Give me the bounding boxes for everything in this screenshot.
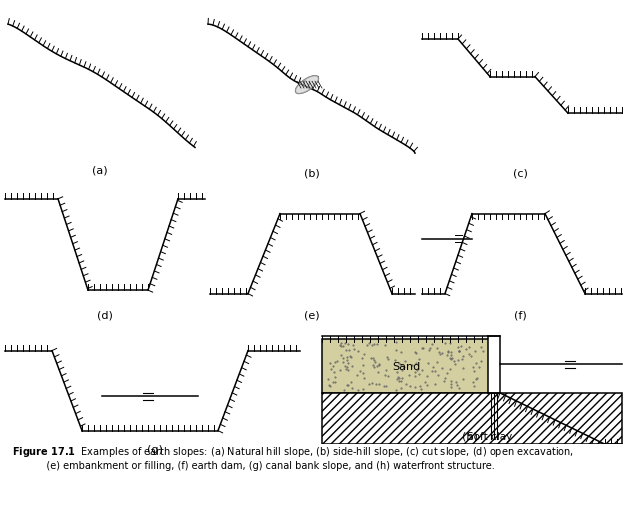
- Text: (c): (c): [512, 169, 527, 179]
- Text: Sand: Sand: [392, 362, 420, 371]
- Text: (a): (a): [92, 165, 108, 175]
- Text: (h): (h): [462, 431, 478, 441]
- Polygon shape: [488, 336, 500, 393]
- Text: Soft clay: Soft clay: [467, 431, 513, 441]
- Polygon shape: [322, 339, 490, 393]
- Polygon shape: [296, 77, 318, 94]
- Polygon shape: [322, 393, 622, 444]
- Text: (b): (b): [304, 169, 320, 179]
- Text: (g): (g): [147, 444, 163, 454]
- Text: (e): (e): [304, 310, 320, 320]
- Text: (f): (f): [514, 310, 527, 320]
- Text: (d): (d): [97, 310, 113, 320]
- Text: $\bf{Figure\ 17.1}$  Examples of earth slopes: (a) Natural hill slope, (b) side-: $\bf{Figure\ 17.1}$ Examples of earth sl…: [12, 444, 575, 470]
